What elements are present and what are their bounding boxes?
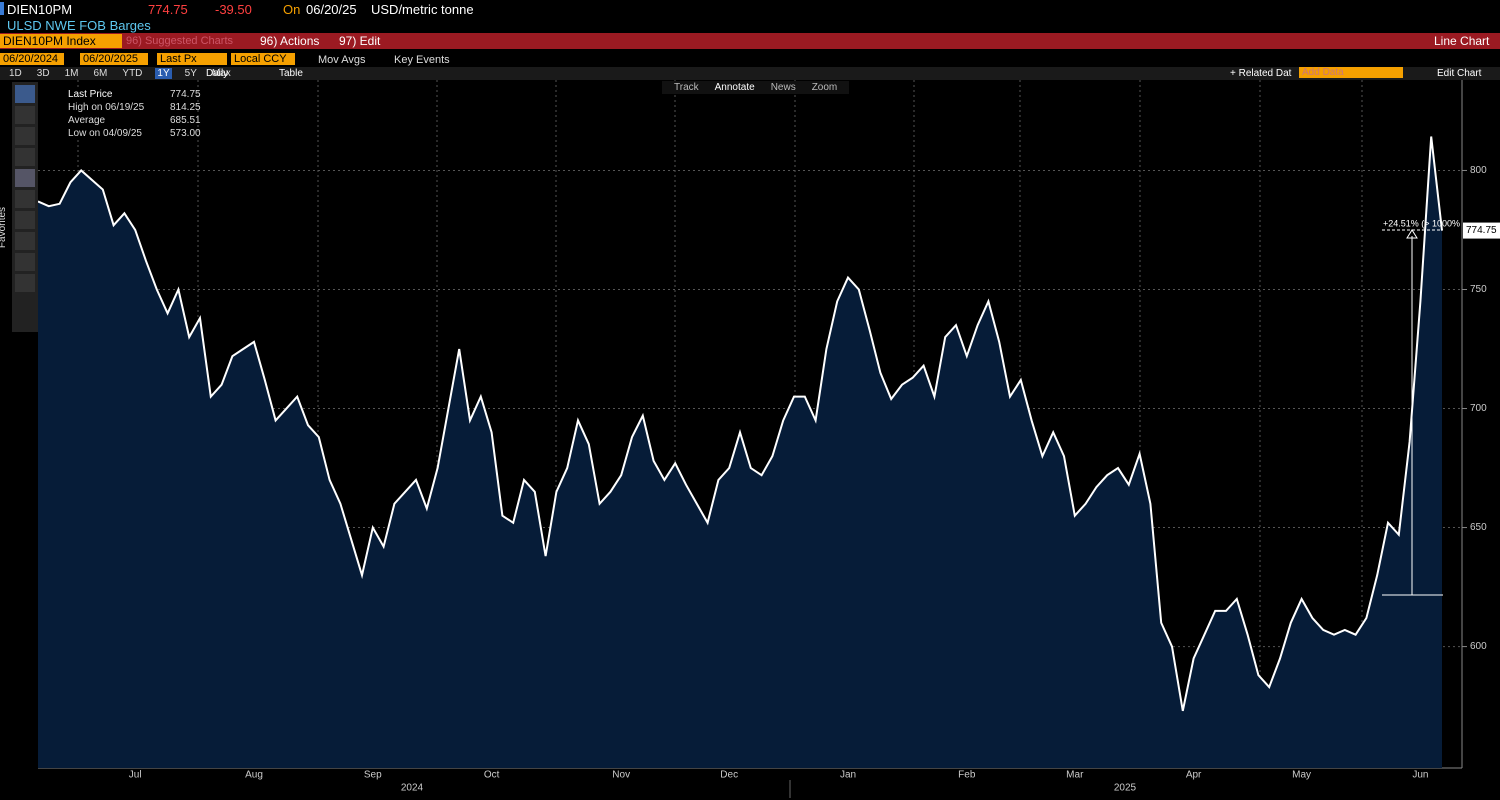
legend-label: Last Price [68,88,113,101]
x-tick-label: Feb [958,770,976,781]
tool-text[interactable] [15,169,35,187]
unit: USD/metric tonne [371,2,474,17]
last-price-tag-bg [1463,222,1500,239]
x-tick-label: Mar [1066,770,1084,781]
period[interactable]: Max [211,68,231,79]
tool-percent[interactable] [15,127,35,145]
chart-tool[interactable]: Annotate [714,82,755,93]
end-date[interactable]: 06/20/2025 [80,53,148,65]
chart-tool[interactable]: Zoom [811,82,838,93]
title-bar: DIEN10PM 774.75 -39.50 On 06/20/25 USD/m… [0,0,1500,19]
y-tick-label: 750 [1470,284,1487,295]
x-tick-label: Oct [484,770,500,781]
edit[interactable]: 97) Edit [339,34,381,48]
x-tick-label: Dec [720,770,738,781]
legend-row: Average 685.51 [55,114,201,127]
menu-bar: DIEN10PM Index 96) Suggested Charts 96) … [0,33,1500,49]
legend-value: 814.25 [170,102,201,113]
y-tick-label: 800 [1470,165,1487,176]
on: On [283,2,301,17]
legend-value: 573.00 [170,128,201,139]
add-data[interactable]: Add Data [1299,67,1403,78]
x-tick-label: May [1292,770,1311,781]
security-name: ULSD NWE FOB Barges [7,18,151,33]
marker [0,2,4,15]
annotation-arrow [1406,229,1418,239]
currency[interactable]: Local CCY [231,53,295,65]
x-tick-label: Aug [245,770,263,781]
period-bar: 1D 3D 1M 6M YTD 1Y 5Y Max Daily Table + Related… [0,67,1500,80]
x-tick-label: Jan [840,770,856,781]
period[interactable]: 1D [9,68,22,79]
line [37,136,1443,712]
price: 774.75 [148,2,188,17]
legend-label: Low on 04/09/25 [68,127,142,140]
y-tick-label: 650 [1470,522,1487,533]
legend-label: Average [68,114,126,127]
area [38,136,1442,768]
legend-row: High on 06/19/25 814.25 [55,101,201,114]
y-tick-label: 700 [1470,403,1487,414]
ticker: DIEN10PM [7,2,73,17]
periods: 1D 3D 1M 6M YTD 1Y 5Y Max [7,68,244,79]
legend-value: 774.75 [170,89,201,100]
change: -39.50 [215,2,252,17]
key-events[interactable]: Key Events [394,54,450,66]
frequency[interactable]: Daily [206,68,229,79]
legend-value: 685.51 [170,115,201,126]
tool-line[interactable] [15,190,35,208]
legend-row: Low on 04/09/25 573.00 [55,127,201,140]
period[interactable]: YTD [122,68,143,79]
chart-tool[interactable]: Track [674,82,699,93]
x-tick-label: Jun [1412,770,1428,781]
toolbar [12,82,38,332]
actions[interactable]: 96) Actions [260,34,320,48]
suggested-charts[interactable]: 96) Suggested Charts [126,35,234,47]
related-data[interactable]: + Related Dat [1230,68,1292,79]
x-tick-label: Nov [612,770,630,781]
period[interactable]: 3D [36,68,50,79]
x-tick-label: Sep [364,770,382,781]
period[interactable]: 6M [93,68,108,79]
start-date[interactable]: 06/20/2024 [0,53,64,65]
tool-channel[interactable] [15,232,35,250]
controls-bar: 06/20/2024 06/20/2025 Last Px Local CCY … [0,53,1500,67]
edit-chart[interactable]: Edit Chart [1437,68,1482,79]
tool-fib[interactable] [15,253,35,271]
chart-tools: Track Annotate News Zoom [662,81,850,94]
tool-draw[interactable] [15,106,35,124]
tool-pointer[interactable] [15,85,35,103]
last-price-tag: 774.75 [1466,225,1497,236]
favorites[interactable]: Favorites [0,206,9,249]
tool-retrace[interactable] [15,274,35,292]
period[interactable]: 1Y [155,68,172,79]
year-label: 2025 [1114,783,1137,794]
mov-avgs[interactable]: Mov Avgs [318,54,366,66]
security-field[interactable]: DIEN10PM Index [0,34,122,48]
tool-dollar[interactable] [15,148,35,166]
legend-row: Last Price 774.75 [55,88,201,101]
chart-tool[interactable]: News [770,82,796,93]
date: 06/20/25 [306,2,357,17]
field[interactable]: Last Px [157,53,227,65]
chart-type[interactable]: Line Chart [1434,34,1490,48]
annotation-label: +24.51% (> 1000% [1383,218,1460,228]
legend-label: High on 06/19/25 [68,101,145,114]
year-label: 2024 [401,783,424,794]
table[interactable]: Table [279,68,303,79]
x-tick-label: Apr [1186,770,1202,781]
x-tick-label: Jul [129,770,142,781]
legend: Last Price 774.75 High on 06/19/25 814.25 Av… [55,88,201,140]
period[interactable]: 1M [64,68,79,79]
tool-trend[interactable] [15,211,35,229]
y-tick-label: 600 [1470,641,1487,652]
period[interactable]: 5Y [184,68,197,79]
